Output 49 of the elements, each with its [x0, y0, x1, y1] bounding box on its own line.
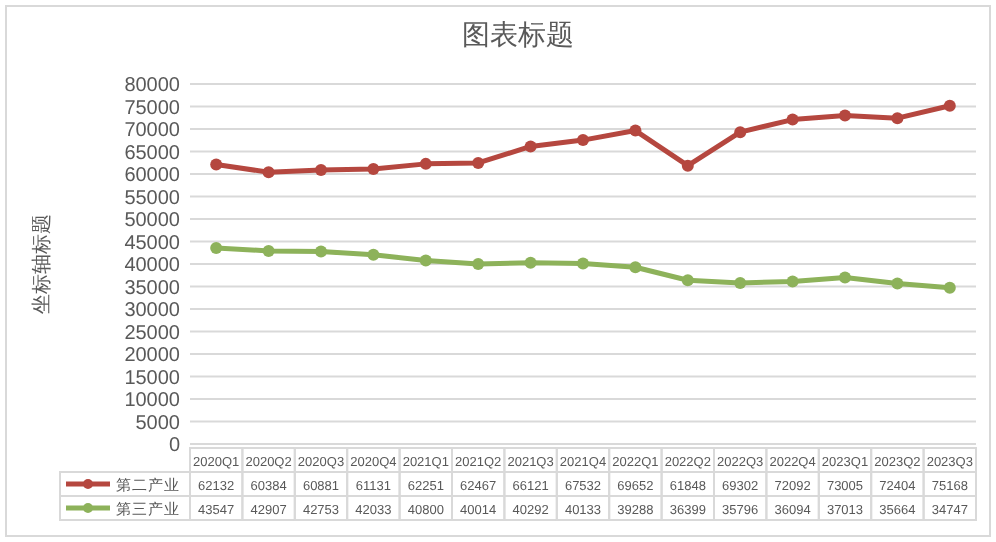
point [891, 277, 904, 290]
y-tick-label: 60000 [124, 165, 181, 187]
point [315, 245, 327, 258]
y-tick-label: 40000 [124, 255, 181, 277]
point [577, 257, 589, 270]
point [419, 254, 432, 267]
point [210, 242, 223, 255]
point [786, 275, 799, 288]
y-tick-label: 70000 [124, 120, 181, 142]
point [315, 164, 327, 177]
point [943, 281, 956, 294]
y-tick-label: 80000 [124, 75, 181, 97]
y-tick-label: 5000 [135, 412, 181, 435]
chart-title: 图表标题 [462, 20, 574, 52]
point [472, 257, 485, 270]
point [210, 158, 223, 171]
y-tick-label: 35000 [124, 277, 181, 300]
point [943, 99, 956, 112]
y-tick-label: 50000 [124, 210, 181, 232]
point [577, 134, 589, 147]
y-tick-label: 0 [168, 435, 181, 457]
y-tick-label: 55000 [124, 187, 181, 210]
y-tick-label: 20000 [124, 345, 181, 367]
point [524, 256, 537, 269]
point [472, 156, 485, 169]
y-tick-label: 45000 [124, 232, 181, 255]
point [419, 157, 432, 170]
y-tick-label: 75000 [124, 97, 181, 120]
point [681, 159, 694, 172]
point [681, 274, 694, 287]
y-tick-label: 15000 [124, 367, 181, 390]
point [367, 162, 380, 175]
point [262, 166, 275, 179]
y-tick-label: 10000 [124, 390, 181, 412]
point [262, 244, 275, 257]
point [891, 112, 904, 125]
point [839, 109, 851, 122]
y-tick-label: 25000 [124, 322, 181, 345]
point [367, 248, 380, 261]
point [629, 261, 642, 274]
point [839, 271, 851, 284]
point [734, 126, 747, 139]
point [524, 140, 537, 153]
point [786, 113, 799, 126]
point [629, 124, 642, 137]
y-axis-title: 坐标轴标题 [30, 214, 54, 314]
y-tick-label: 30000 [124, 300, 181, 322]
point [734, 276, 747, 289]
y-tick-label: 65000 [124, 142, 181, 165]
